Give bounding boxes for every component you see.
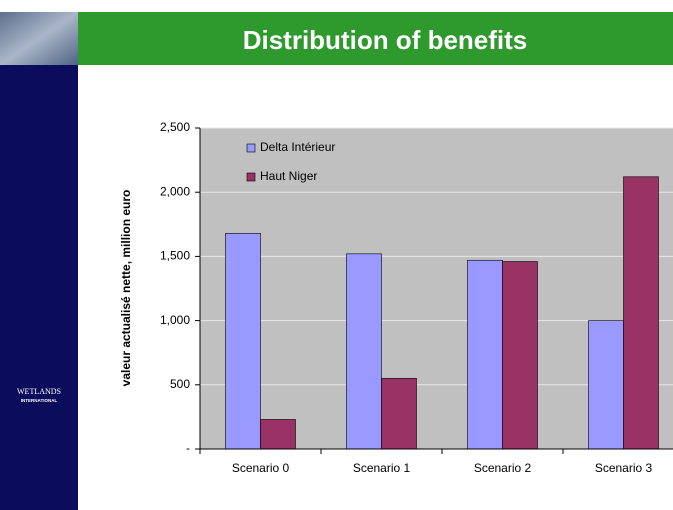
x-tick-label: Scenario 1 bbox=[353, 461, 411, 475]
bar bbox=[502, 261, 538, 450]
legend-swatch bbox=[246, 172, 256, 182]
y-tick-label: 2,000 bbox=[160, 184, 190, 198]
x-tick-label: Scenario 3 bbox=[595, 461, 653, 475]
legend-label: Delta Intérieur bbox=[260, 140, 335, 154]
header-image bbox=[0, 12, 78, 65]
x-tick-label: Scenario 2 bbox=[474, 461, 532, 475]
bar bbox=[381, 378, 417, 450]
y-tick-label: - bbox=[186, 441, 190, 455]
bar bbox=[467, 259, 503, 450]
logo-text: WETLANDS bbox=[17, 387, 61, 396]
bar bbox=[346, 253, 382, 450]
bar bbox=[623, 176, 659, 450]
bar bbox=[588, 320, 624, 450]
logo-text: INTERNATIONAL bbox=[21, 398, 58, 403]
chart-title: Distribution of benefits bbox=[243, 25, 528, 55]
y-tick-label: 1,000 bbox=[160, 313, 190, 327]
sidebar bbox=[0, 12, 78, 510]
y-tick-label: 1,500 bbox=[160, 249, 190, 263]
y-axis-label: valeur actualisé nette, million euro bbox=[119, 190, 133, 387]
bar bbox=[225, 232, 261, 450]
y-tick-label: 500 bbox=[170, 377, 190, 391]
legend-swatch bbox=[246, 143, 256, 153]
bar bbox=[260, 419, 296, 450]
x-tick-label: Scenario 0 bbox=[232, 461, 290, 475]
plot: - 500 1,000 1,500 2,000 2,500 Scenario 0 Scenar… bbox=[160, 120, 673, 475]
y-tick-label: 2,500 bbox=[160, 120, 190, 134]
header-band bbox=[78, 12, 673, 65]
legend-label: Haut Niger bbox=[260, 169, 317, 183]
